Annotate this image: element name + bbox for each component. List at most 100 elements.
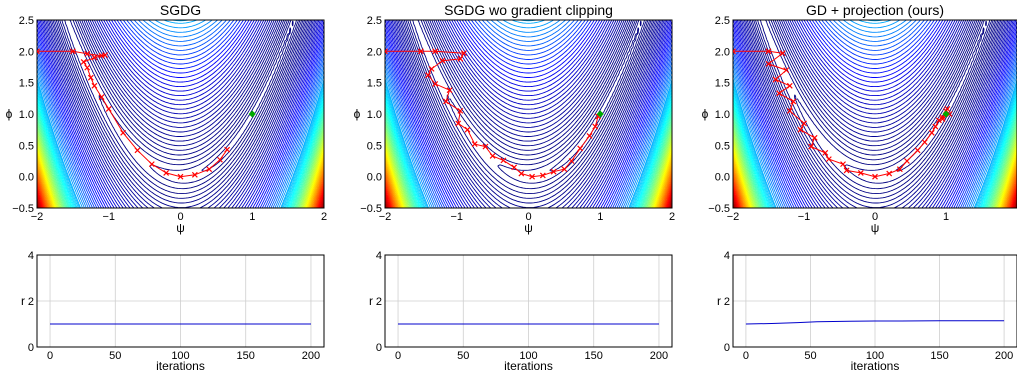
y-tick-label: 0.0 xyxy=(19,172,34,184)
contour-level xyxy=(37,83,324,208)
contour-level xyxy=(733,104,1017,208)
contour-level xyxy=(733,20,1017,208)
x-tick-label: 0 xyxy=(395,350,401,362)
contour-level xyxy=(37,161,324,208)
contour-level xyxy=(733,98,1017,208)
contour-lines xyxy=(37,20,324,208)
y-tick-label: 1.0 xyxy=(19,109,34,121)
trajectory-point xyxy=(776,90,783,97)
trajectory-point xyxy=(98,94,105,101)
x-tick-label: 100 xyxy=(866,350,884,362)
axes-frame xyxy=(384,19,673,209)
contour-level xyxy=(733,139,1017,208)
contour-level xyxy=(733,112,1017,208)
contour-level xyxy=(757,20,996,199)
contour-level xyxy=(45,20,317,208)
trajectory-point xyxy=(786,82,793,89)
contour-level xyxy=(37,183,324,208)
contour-level xyxy=(385,20,672,208)
contour-level xyxy=(733,107,1017,208)
contour-level xyxy=(37,148,324,208)
contour-level xyxy=(37,157,324,208)
contour-level xyxy=(37,143,324,208)
contour-level xyxy=(385,104,672,208)
contour-level xyxy=(385,83,672,208)
contour-level xyxy=(385,120,672,208)
trajectory-point xyxy=(446,87,453,94)
trajectory xyxy=(385,48,602,180)
x-tick-label: 50 xyxy=(804,350,816,362)
contour-level xyxy=(733,130,1017,208)
trajectory-point xyxy=(457,55,464,62)
contour-level xyxy=(385,20,672,208)
contour-level xyxy=(55,20,307,208)
contour-level xyxy=(37,20,324,208)
x-tick-label: 1 xyxy=(943,211,949,223)
y-tick-label: 1.0 xyxy=(715,109,730,121)
trajectory-point xyxy=(489,153,496,159)
x-tick-label: 0 xyxy=(47,350,53,362)
contour-level xyxy=(37,20,324,208)
panel-title: SGDG xyxy=(160,2,201,18)
contour-level xyxy=(37,177,324,208)
optimum-marker xyxy=(596,110,604,118)
contour-level xyxy=(37,192,324,208)
contour-level xyxy=(733,192,1017,208)
trajectory-point xyxy=(872,173,878,180)
contour-level xyxy=(385,117,672,208)
contour-level xyxy=(733,92,1017,208)
trajectory-point xyxy=(37,48,40,55)
axes-frame xyxy=(36,254,325,348)
x-axis-label: iterations xyxy=(156,359,205,373)
contour-level xyxy=(37,150,324,208)
trajectory-point xyxy=(80,59,87,65)
trajectory-point xyxy=(529,173,536,180)
trajectory-point xyxy=(779,50,786,57)
contour-level xyxy=(497,20,645,184)
contour-level xyxy=(385,130,672,208)
x-tick-label: 200 xyxy=(302,350,320,362)
x-tick-label: −2 xyxy=(727,211,740,223)
y-axis-label: r xyxy=(21,294,25,308)
contour-level xyxy=(733,20,1017,208)
contour-level xyxy=(733,167,1017,208)
y-axis-label: ϕ xyxy=(354,107,361,121)
y-tick-label: 2.0 xyxy=(367,46,382,58)
contour-level xyxy=(37,139,324,208)
contour-level xyxy=(733,181,1017,208)
contour-level xyxy=(385,20,672,208)
x-tick-label: 0 xyxy=(743,350,749,362)
contour-level xyxy=(385,20,672,208)
line-panel-1: 0 50 100 150 200 0 2 4 iterations r xyxy=(21,250,325,373)
trajectory-point xyxy=(801,120,807,127)
trajectory xyxy=(37,48,231,180)
contour-level xyxy=(52,20,310,208)
y-tick-label: 0.0 xyxy=(367,172,382,184)
contour-level xyxy=(733,179,1017,208)
trajectory-point xyxy=(921,139,928,146)
contour-level xyxy=(37,181,324,208)
contour-level xyxy=(733,86,1017,208)
contour-level xyxy=(385,89,672,208)
contour-level xyxy=(37,20,324,208)
trajectory-point xyxy=(914,147,921,154)
contour-level xyxy=(395,20,662,208)
contour-level xyxy=(385,20,672,208)
contour-level xyxy=(385,139,672,208)
trajectory-point xyxy=(928,129,935,136)
y-tick-label: 0.5 xyxy=(715,140,730,152)
trajectory-point xyxy=(772,76,779,83)
y-tick-label: 2.0 xyxy=(715,46,730,58)
contour-level xyxy=(385,125,672,208)
contour-level xyxy=(733,148,1017,208)
contour-level xyxy=(37,154,324,208)
contour-level xyxy=(61,20,303,199)
x-tick-label: 200 xyxy=(650,350,668,362)
contour-level xyxy=(37,20,324,208)
trajectory-point xyxy=(896,166,903,173)
y-tick-label: −0.5 xyxy=(12,203,34,215)
contour-level xyxy=(37,117,324,208)
contour-level xyxy=(733,165,1017,208)
y-tick-label: 2 xyxy=(376,296,382,308)
